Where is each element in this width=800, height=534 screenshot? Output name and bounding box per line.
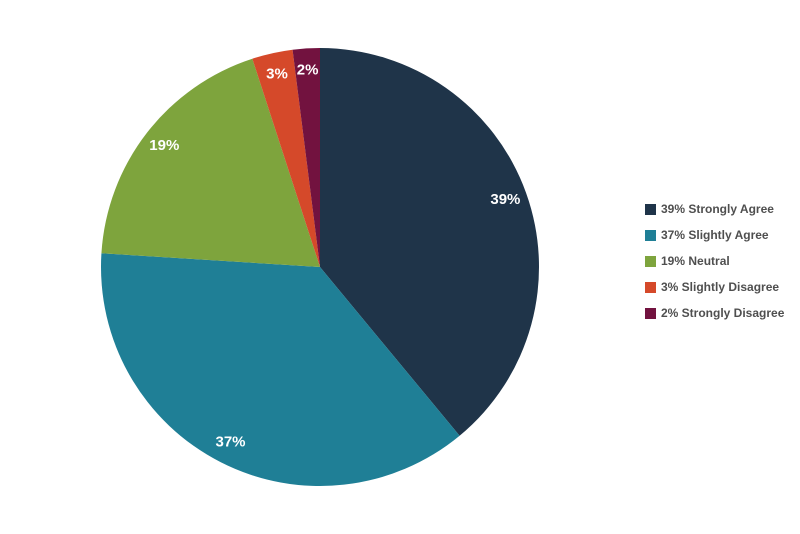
legend-swatch-icon xyxy=(645,256,656,267)
pie-slice-label-slightly-disagree: 3% xyxy=(266,66,288,83)
legend-item-neutral: 19% Neutral xyxy=(645,255,784,268)
legend-item-strongly-agree: 39% Strongly Agree xyxy=(645,203,784,216)
pie-slice-strongly-disagree xyxy=(292,48,320,267)
pie-slice-label-slightly-agree: 37% xyxy=(215,434,245,451)
legend-item-slightly-disagree: 3% Slightly Disagree xyxy=(645,281,784,294)
pie-slice-strongly-agree xyxy=(320,48,540,436)
pie-slice-label-strongly-agree: 39% xyxy=(490,191,520,208)
legend-label: 2% Strongly Disagree xyxy=(661,306,785,320)
legend-swatch-icon xyxy=(645,282,656,293)
legend-label: 19% Neutral xyxy=(661,254,730,268)
legend-swatch-icon xyxy=(645,230,656,241)
legend-label: 37% Slightly Agree xyxy=(661,228,769,242)
pie-slice-label-neutral: 19% xyxy=(149,137,179,154)
legend-label: 39% Strongly Agree xyxy=(661,202,774,216)
legend-item-strongly-disagree: 2% Strongly Disagree xyxy=(645,307,784,320)
legend-swatch-icon xyxy=(645,308,656,319)
pie-slice-label-strongly-disagree: 2% xyxy=(297,61,319,78)
legend-swatch-icon xyxy=(645,204,656,215)
legend-item-slightly-agree: 37% Slightly Agree xyxy=(645,229,784,242)
pie-slice-slightly-disagree xyxy=(252,49,320,268)
pie-slice-neutral xyxy=(101,58,321,267)
chart-legend: 39% Strongly Agree 37% Slightly Agree 19% … xyxy=(645,203,784,320)
pie-slice-slightly-agree xyxy=(100,253,460,487)
legend-label: 3% Slightly Disagree xyxy=(661,280,780,294)
